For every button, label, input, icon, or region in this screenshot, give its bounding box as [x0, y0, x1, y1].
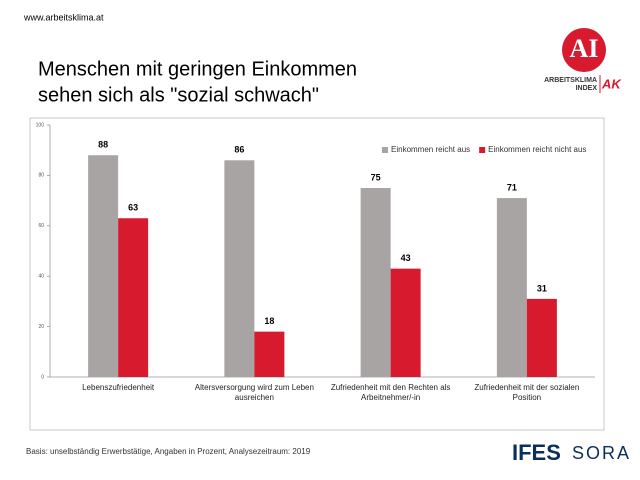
title-line: Menschen mit geringen Einkommen [38, 58, 357, 80]
bar [224, 160, 255, 377]
value-label: 88 [98, 140, 108, 150]
x-tick-label: Zufriedenheit mit den Rechten als Arbeit… [330, 383, 451, 402]
y-tick-label: 60 [38, 223, 44, 229]
y-tick-label: 100 [36, 122, 45, 128]
logo-badge: AK [601, 76, 622, 91]
value-label: 43 [401, 253, 411, 263]
value-label: 63 [128, 203, 138, 213]
value-label: 71 [507, 182, 517, 192]
value-label: 75 [371, 172, 381, 182]
bar [390, 268, 421, 377]
bar [496, 198, 527, 377]
legend-label: Einkommen reicht aus [391, 145, 470, 154]
y-tick-label: 0 [41, 374, 44, 380]
legend-swatch [382, 147, 388, 153]
logo-circle [562, 28, 606, 72]
chart-frame [29, 117, 605, 431]
legend-label: Einkommen reicht nicht aus [488, 145, 586, 154]
x-tick-label: Zufriedenheit mit der sozialen Position [474, 383, 580, 402]
x-tick-label: Lebenszufriedenheit [82, 383, 155, 392]
footer-note: Basis: unselbständig Erwerbstätige, Anga… [26, 447, 311, 456]
legend-swatch [479, 147, 486, 153]
bar [526, 298, 557, 377]
logo-text: INDEX [576, 85, 598, 92]
footer-logo: IFES [512, 440, 561, 465]
bar [360, 188, 391, 377]
y-tick-label: 20 [38, 324, 44, 330]
value-label: 18 [264, 316, 274, 326]
bar [118, 218, 149, 377]
value-label: 31 [537, 283, 547, 293]
logo-text: ARBEITSKLIMA [544, 77, 597, 84]
value-label: 86 [234, 145, 244, 155]
title-line: sehen sich als "sozial schwach" [38, 84, 319, 106]
logo-mark: AI [570, 34, 599, 63]
x-tick-label: Altersversorgung wird zum Leben ausreich… [194, 383, 314, 402]
bar [254, 331, 285, 377]
y-tick-label: 40 [38, 274, 44, 280]
url: www.arbeitsklima.at [23, 12, 104, 22]
bar [88, 155, 119, 377]
y-tick-label: 80 [38, 173, 44, 179]
footer-logo: SORA [572, 443, 631, 463]
